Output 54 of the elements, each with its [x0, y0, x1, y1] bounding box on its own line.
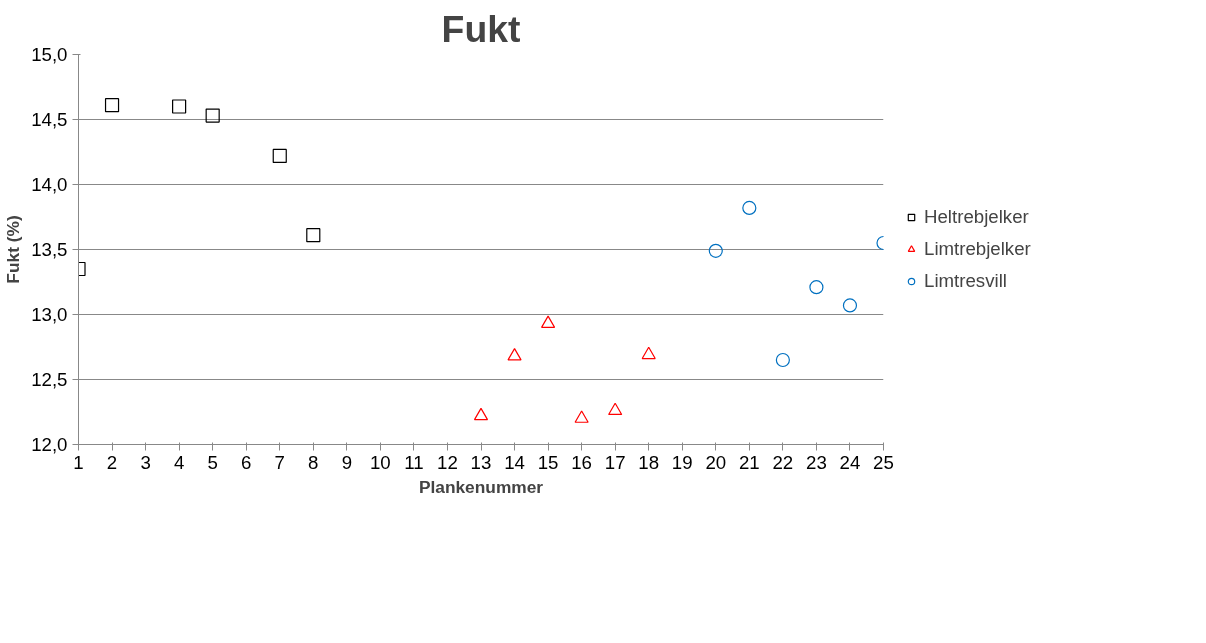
y-tick-label: 13,0	[31, 304, 68, 325]
point	[473, 407, 489, 421]
x-tick-label: 9	[341, 451, 353, 473]
point	[507, 347, 522, 361]
x-tick-label: 17	[604, 451, 626, 473]
x-tick-label: 3	[140, 451, 151, 473]
x-tick-label: 11	[404, 451, 424, 473]
y-tick-label: 13,5	[31, 239, 68, 260]
x-tick-label: 1	[73, 451, 84, 473]
x-tick-label: 19	[671, 451, 693, 473]
x-tick-label: 7	[274, 451, 285, 473]
point	[104, 98, 120, 113]
x-tick-label: 22	[772, 451, 794, 473]
point	[574, 410, 589, 423]
point	[708, 243, 723, 258]
x-tick-label: 25	[873, 451, 894, 473]
point	[172, 99, 187, 114]
x-tick-label: 10	[370, 451, 391, 473]
x-tick-label: 18	[638, 451, 660, 473]
y-tick-label: 14,0	[31, 174, 68, 195]
y-axis-title: Fukt (%)	[3, 215, 24, 284]
y-tick-label: 12,0	[31, 434, 68, 455]
point	[641, 346, 656, 360]
y-tick-label: 12,5	[31, 369, 68, 390]
x-tick-label: 24	[839, 451, 861, 473]
x-tick-label: 15	[537, 451, 559, 473]
x-tick-label: 8	[308, 451, 319, 473]
x-tick-label: 12	[437, 451, 458, 473]
chart-title: Fukt	[441, 7, 521, 50]
x-tick-label: 21	[738, 451, 760, 473]
point	[742, 200, 757, 215]
x-tick-label: 20	[705, 451, 727, 473]
x-tick-label: 23	[806, 451, 827, 473]
x-tick-label: 13	[470, 451, 492, 473]
point	[205, 108, 220, 123]
point	[272, 148, 287, 163]
y-tick-label: 15,0	[31, 44, 68, 65]
point	[842, 298, 858, 313]
legend-label: Limtrebjelker	[924, 238, 1031, 260]
x-tick-label: 5	[207, 451, 218, 473]
x-tick-label: 14	[504, 451, 525, 473]
y-tick-label: 14,5	[31, 109, 68, 130]
legend-label: Limtresvill	[924, 270, 1007, 292]
point	[608, 402, 623, 416]
x-axis-title: Plankenummer	[418, 476, 544, 497]
x-tick-label: 4	[173, 451, 185, 473]
point	[809, 280, 824, 295]
x-tick-label: 2	[106, 451, 118, 473]
x-tick-label: 16	[571, 451, 593, 473]
legend-label: Heltrebjelker	[924, 206, 1029, 228]
point	[540, 315, 556, 328]
point	[775, 352, 790, 368]
point	[306, 228, 321, 243]
x-tick-label: 6	[241, 451, 252, 473]
